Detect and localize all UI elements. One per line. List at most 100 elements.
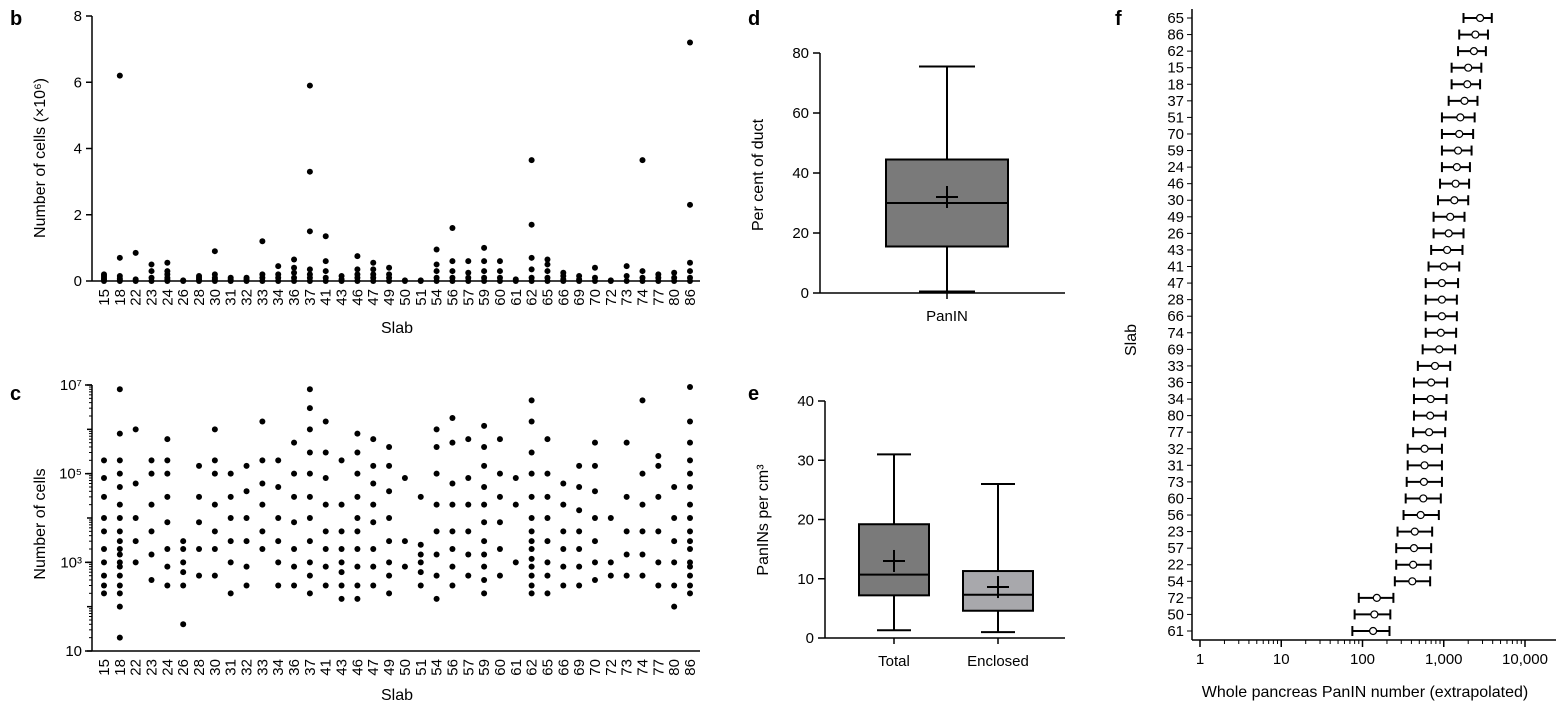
b-data-point: [370, 271, 377, 278]
c-data-point: [607, 559, 614, 566]
c-data-point: [576, 462, 583, 469]
b-data-point: [116, 254, 123, 261]
c-data-point: [449, 563, 456, 570]
c-x-tick-label: 65: [539, 659, 556, 676]
c-data-point: [306, 559, 313, 566]
c-data-point: [116, 528, 123, 535]
c-data-point: [227, 538, 234, 545]
c-data-point: [338, 528, 345, 535]
c-data-point: [227, 590, 234, 597]
c-data-point: [560, 501, 567, 508]
f-y-tick-label: 31: [1167, 457, 1184, 474]
c-x-tick-label: 22: [128, 659, 145, 676]
b-x-tick-label: 23: [144, 289, 161, 306]
d-y-tick-label: 60: [792, 105, 809, 122]
f-estimate-point: [1424, 428, 1434, 437]
b-x-tick-label: 70: [587, 289, 604, 306]
b-data-point: [148, 261, 155, 268]
c-x-tick-label: 23: [144, 659, 161, 676]
f-x-tick-label: 1,000: [1425, 651, 1463, 668]
c-data-point: [528, 545, 535, 552]
b-data-point: [481, 274, 488, 281]
c-data-point: [671, 603, 678, 610]
b-data-point: [687, 259, 693, 266]
b-data-point: [227, 274, 234, 281]
b-x-tick-label: 34: [270, 289, 287, 306]
c-data-point: [687, 538, 693, 545]
c-data-point: [148, 457, 155, 464]
c-data-point: [164, 519, 171, 526]
c-data-point: [116, 501, 123, 508]
d-y-tick-label: 80: [792, 45, 809, 62]
c-data-point: [386, 462, 393, 469]
c-data-point: [465, 572, 472, 579]
e-y-tick-label: 30: [797, 452, 814, 469]
panel-c-log-scatter: 1010³10⁵10⁷15182223242628303132333436374…: [59, 377, 700, 676]
c-data-point: [338, 501, 345, 508]
c-data-point: [211, 545, 218, 552]
f-estimate-point: [1427, 378, 1436, 387]
f-y-tick-label: 65: [1167, 10, 1184, 27]
f-y-tick-label: 18: [1167, 76, 1184, 93]
b-x-tick-label: 18: [112, 289, 129, 306]
b-data-point: [433, 261, 440, 268]
c-data-point: [243, 515, 250, 521]
c-data-point: [322, 418, 329, 425]
e-y-tick-label: 0: [806, 630, 814, 647]
c-data-point: [544, 470, 551, 477]
c-data-point: [433, 501, 440, 508]
f-estimate-point: [1475, 13, 1485, 23]
f-y-tick-label: 59: [1167, 143, 1184, 160]
b-data-point: [211, 248, 218, 255]
c-data-point: [449, 415, 456, 422]
c-data-point: [623, 493, 630, 500]
f-estimate-point: [1419, 477, 1429, 486]
c-data-point: [607, 515, 614, 521]
c-data-point: [512, 501, 519, 508]
b-data-point: [354, 271, 361, 278]
b-x-tick-label: 59: [476, 289, 493, 306]
c-x-tick-label: 18: [112, 659, 129, 676]
panel-d-ylabel: Per cent of duct: [750, 118, 767, 231]
c-data-point: [465, 474, 472, 481]
b-x-tick-label: 32: [239, 289, 256, 306]
c-data-point: [306, 515, 313, 521]
c-x-tick-label: 33: [254, 659, 271, 676]
c-data-point: [496, 436, 503, 443]
c-data-point: [465, 551, 472, 558]
b-data-point: [512, 276, 519, 283]
b-data-point: [528, 221, 535, 228]
c-x-tick-label: 69: [571, 659, 588, 676]
c-x-tick-label: 15: [96, 659, 113, 676]
c-data-point: [116, 457, 123, 464]
c-data-point: [576, 563, 583, 570]
f-estimate-point: [1416, 510, 1425, 520]
b-data-point: [370, 266, 377, 273]
b-data-point: [544, 256, 551, 263]
b-data-point: [259, 271, 266, 278]
c-data-point: [671, 559, 678, 566]
c-data-point: [401, 563, 408, 570]
c-data-point: [116, 538, 123, 545]
b-data-point: [433, 268, 440, 275]
c-data-point: [687, 582, 693, 589]
panel-letter-f: f: [1115, 8, 1122, 30]
c-data-point: [433, 426, 440, 433]
f-estimate-point: [1451, 179, 1460, 188]
c-data-point: [275, 484, 282, 491]
b-data-point: [544, 261, 551, 268]
c-data-point: [196, 519, 203, 526]
c-data-point: [481, 501, 488, 508]
f-estimate-point: [1443, 245, 1452, 255]
f-estimate-point: [1437, 295, 1447, 304]
d-x-tick-label: PanIN: [926, 308, 968, 325]
f-y-tick-label: 62: [1167, 43, 1184, 60]
b-data-point: [449, 258, 456, 265]
c-data-point: [560, 563, 567, 570]
d-y-tick-label: 40: [792, 165, 809, 182]
c-data-point: [607, 572, 614, 579]
b-data-point: [623, 273, 630, 280]
c-data-point: [132, 426, 139, 433]
c-data-point: [639, 528, 646, 535]
b-data-point: [291, 264, 298, 271]
